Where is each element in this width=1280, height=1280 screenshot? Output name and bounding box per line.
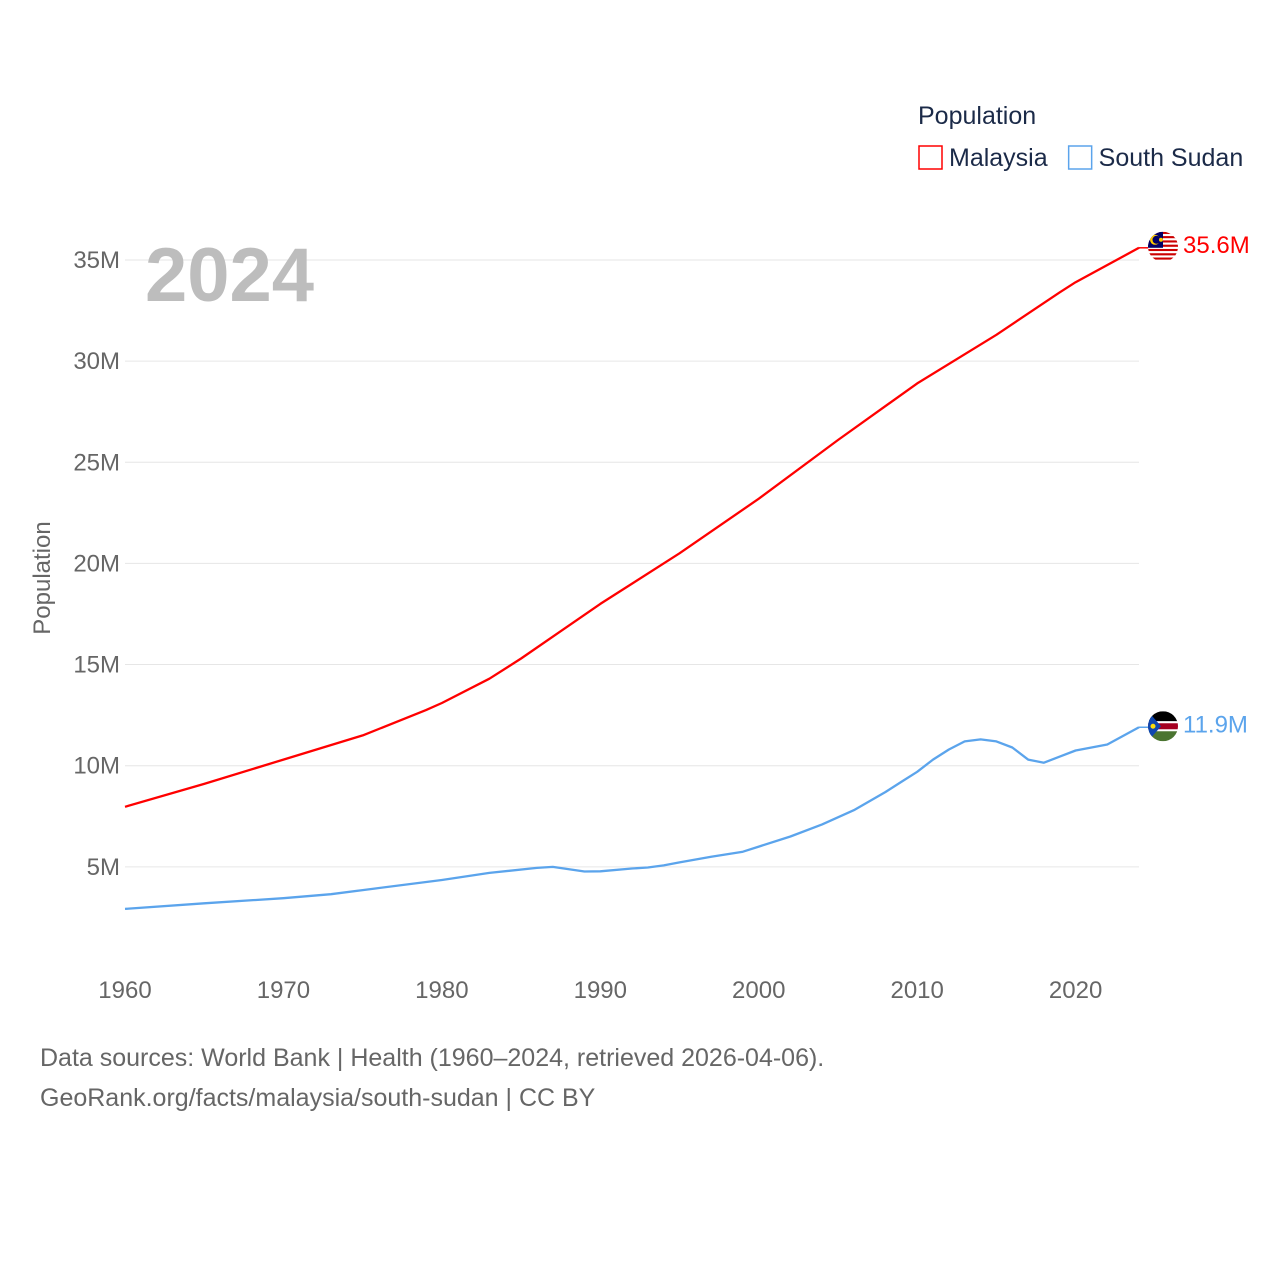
x-tick-label: 2020 bbox=[1049, 977, 1102, 1004]
data-sources-text: Data sources: World Bank | Health (1960–… bbox=[40, 1044, 825, 1072]
x-tick-label: 2010 bbox=[890, 977, 943, 1004]
y-tick-label: 5M bbox=[87, 854, 120, 881]
y-tick-label: 30M bbox=[73, 348, 120, 375]
south-sudan-flag-icon bbox=[1148, 711, 1178, 742]
series-line-malaysia bbox=[124, 246, 1140, 808]
legend-item-south-sudan: South Sudan bbox=[1099, 144, 1244, 172]
end-value-label: 35.6M bbox=[1183, 232, 1250, 259]
x-tick-label: 1980 bbox=[415, 977, 468, 1004]
y-tick-label: 35M bbox=[73, 247, 120, 274]
malaysia-flag-icon bbox=[1148, 231, 1178, 262]
series-line-south-sudan bbox=[124, 726, 1140, 911]
legend-swatch bbox=[1067, 145, 1093, 170]
legend-item-malaysia: Malaysia bbox=[949, 144, 1048, 172]
y-tick-label: 15M bbox=[73, 652, 120, 679]
x-tick-label: 1970 bbox=[257, 977, 310, 1004]
y-tick-label: 20M bbox=[73, 550, 120, 577]
attribution-link[interactable]: GeoRank.org/facts/malaysia/south-sudan |… bbox=[40, 1084, 596, 1112]
year-label: 2024 bbox=[145, 233, 314, 318]
end-value-label: 11.9M bbox=[1183, 711, 1248, 738]
x-tick-label: 1960 bbox=[98, 977, 151, 1004]
legend-swatch bbox=[918, 145, 943, 170]
legend-title: Population bbox=[918, 102, 1036, 130]
x-tick-label: 1990 bbox=[574, 977, 627, 1004]
y-tick-label: 25M bbox=[73, 449, 120, 476]
y-axis-title: Population bbox=[29, 521, 56, 634]
y-tick-label: 10M bbox=[73, 753, 120, 780]
x-tick-label: 2000 bbox=[732, 977, 785, 1004]
